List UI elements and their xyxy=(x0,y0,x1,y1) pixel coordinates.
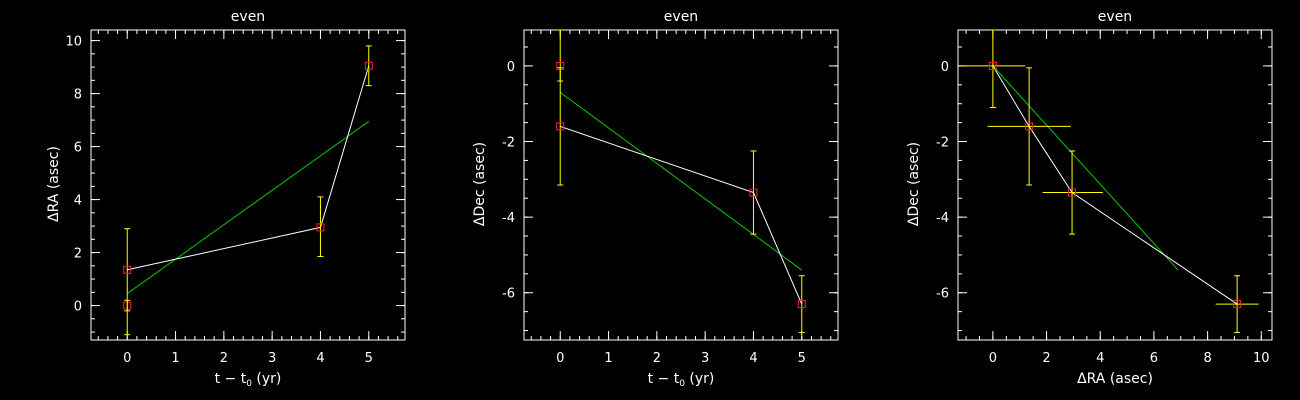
fit-line xyxy=(126,121,370,295)
x-axis-label: t − t0 (yr) xyxy=(648,371,715,389)
x-axis-label: ΔRA (asec) xyxy=(1077,371,1153,387)
y-tick-label: -6 xyxy=(936,287,949,302)
data-point xyxy=(988,61,997,70)
data-point xyxy=(1068,188,1077,197)
y-tick-label: -2 xyxy=(502,136,515,151)
y-tick-label: -4 xyxy=(936,211,949,226)
data-point xyxy=(1025,122,1034,131)
data-point xyxy=(316,223,325,232)
x-tick-label: 4 xyxy=(749,351,757,366)
plot-frame xyxy=(90,29,406,341)
y-tick-label: 2 xyxy=(74,247,82,262)
x-tick-label: 3 xyxy=(701,351,709,366)
x-tick-label: 1 xyxy=(171,351,179,366)
x-tick-label: 0 xyxy=(123,351,131,366)
data-point xyxy=(364,61,373,70)
panel-ra-vs-time: even t − t0 (yr) ΔRA (asec) 0 1 2 3 4 5 0 2 4 6 8 1… xyxy=(46,9,406,389)
x-tick-label: 1 xyxy=(604,351,612,366)
plot-frame xyxy=(523,29,839,341)
x-tick-label: 5 xyxy=(365,351,373,366)
x-tick-label: 4 xyxy=(1096,351,1104,366)
y-tick-label: -6 xyxy=(502,287,515,302)
data-point xyxy=(1233,300,1242,309)
x-tick-label: 5 xyxy=(798,351,806,366)
y-tick-label: 8 xyxy=(74,88,82,103)
y-axis-label: ΔDec (asec) xyxy=(906,142,922,226)
data-point xyxy=(556,122,565,131)
plot-frame xyxy=(957,29,1273,341)
y-axis-label: ΔRA (asec) xyxy=(46,146,62,222)
connect-line xyxy=(560,125,803,305)
connect-line xyxy=(992,65,1238,305)
data-point xyxy=(749,188,758,197)
x-tick-label: 3 xyxy=(268,351,276,366)
x-tick-label: 4 xyxy=(316,351,324,366)
x-tick-label: 2 xyxy=(653,351,661,366)
y-tick-label: 4 xyxy=(74,194,82,209)
panel-dec-vs-time: even t − t0 (yr) ΔDec (asec) 0 1 2 3 4 5 -6 -4 -… xyxy=(472,9,839,389)
data-point xyxy=(797,300,806,309)
y-tick-label: 0 xyxy=(941,60,949,75)
connect-line xyxy=(127,65,370,271)
x-tick-label: 6 xyxy=(1150,351,1158,366)
x-tick-label: 0 xyxy=(556,351,564,366)
x-tick-label: 2 xyxy=(220,351,228,366)
x-tick-label: 0 xyxy=(989,351,997,366)
y-tick-label: -2 xyxy=(936,136,949,151)
y-tick-label: -4 xyxy=(502,211,515,226)
fit-line xyxy=(992,65,1179,271)
y-axis-label: ΔDec (asec) xyxy=(472,142,488,226)
x-axis-label: t − t0 (yr) xyxy=(215,371,282,389)
x-tick-label: 8 xyxy=(1203,351,1211,366)
x-tick-label: 10 xyxy=(1253,351,1270,366)
y-tick-label: 6 xyxy=(74,141,82,156)
panel-title: even xyxy=(231,9,265,25)
panel-title: even xyxy=(1098,9,1132,25)
fit-line xyxy=(559,91,803,271)
panel-title: even xyxy=(664,9,698,25)
y-tick-label: 0 xyxy=(74,300,82,315)
data-point xyxy=(123,265,132,274)
y-tick-label: 10 xyxy=(65,35,82,50)
x-tick-label: 2 xyxy=(1042,351,1050,366)
y-tick-label: 0 xyxy=(507,60,515,75)
panel-dec-vs-ra: even ΔRA (asec) ΔDec (asec) 0 2 4 6 8 10 -6 -4 -… xyxy=(906,9,1273,387)
